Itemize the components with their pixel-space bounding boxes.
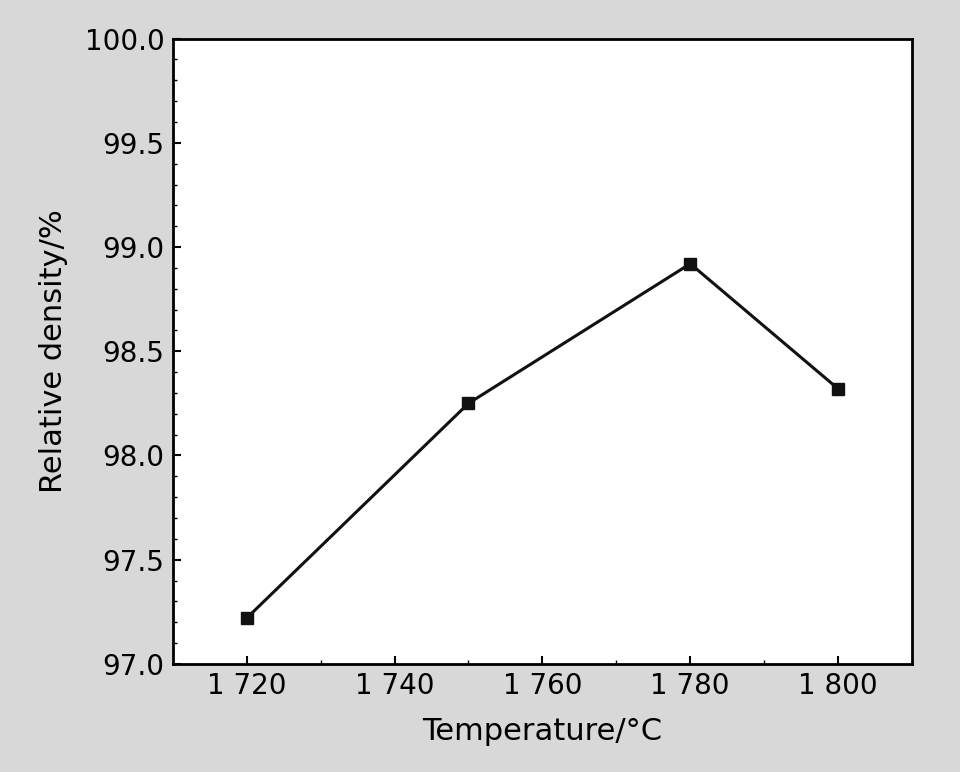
X-axis label: Temperature/°C: Temperature/°C (422, 717, 662, 746)
Y-axis label: Relative density/%: Relative density/% (39, 209, 68, 493)
